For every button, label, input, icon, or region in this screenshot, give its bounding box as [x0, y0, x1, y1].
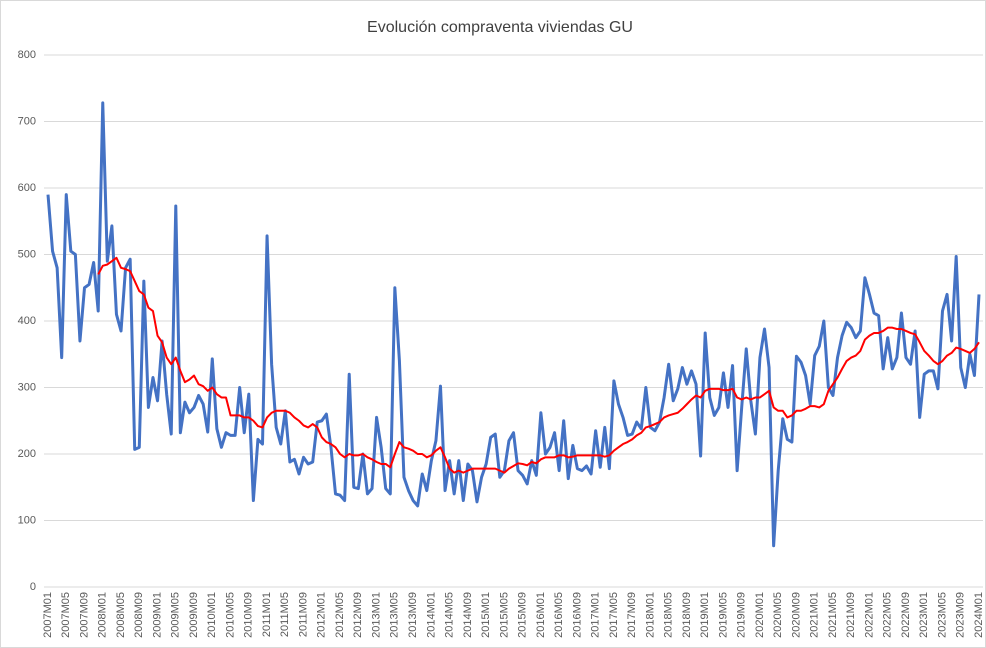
y-tick-label: 0: [30, 581, 36, 593]
x-tick-label: 2014M01: [425, 592, 437, 638]
x-tick-label: 2022M09: [900, 592, 912, 638]
x-tick-label: 2021M09: [845, 592, 857, 638]
x-tick-label: 2016M09: [571, 592, 583, 638]
x-tick-label: 2012M01: [316, 592, 328, 638]
x-tick-label: 2007M05: [60, 592, 72, 638]
x-tick-label: 2024M01: [973, 592, 985, 638]
x-tick-label: 2013M05: [389, 592, 401, 638]
x-tick-label: 2019M09: [736, 592, 748, 638]
x-tick-label: 2016M01: [535, 592, 547, 638]
x-tick-label: 2018M01: [644, 592, 656, 638]
x-tick-label: 2010M01: [206, 592, 218, 638]
series-line: [46, 101, 981, 548]
y-tick-label: 400: [18, 315, 36, 327]
x-tick-label: 2010M05: [224, 592, 236, 638]
x-tick-label: 2020M05: [772, 592, 784, 638]
x-tick-label: 2011M09: [297, 592, 309, 637]
x-tick-label: 2012M05: [334, 592, 346, 638]
x-tick-label: 2009M01: [151, 592, 163, 638]
x-tick-label: 2022M05: [882, 592, 894, 638]
y-tick-label: 800: [18, 49, 36, 61]
x-tick-label: 2019M05: [717, 592, 729, 638]
y-tick-label: 300: [18, 381, 36, 393]
x-tick-label: 2023M05: [936, 592, 948, 638]
x-tick-label: 2015M09: [517, 592, 529, 638]
x-tick-label: 2013M09: [407, 592, 419, 638]
x-tick-label: 2023M09: [955, 592, 967, 638]
x-tick-label: 2018M05: [663, 592, 675, 638]
x-tick-label: 2020M09: [790, 592, 802, 638]
x-tick-label: 2011M05: [279, 592, 291, 637]
x-tick-label: 2015M05: [498, 592, 510, 638]
x-tick-label: 2017M01: [590, 592, 602, 638]
x-tick-label: 2009M09: [188, 592, 200, 638]
x-tick-label: 2018M09: [681, 592, 693, 638]
y-tick-label: 700: [18, 115, 36, 127]
x-tick-label: 2023M01: [918, 592, 930, 638]
x-tick-label: 2008M09: [133, 592, 145, 638]
x-tick-label: 2011M01: [261, 592, 273, 637]
y-tick-label: 200: [18, 448, 36, 460]
x-tick-label: 2017M09: [626, 592, 638, 638]
y-tick-label: 100: [18, 514, 36, 526]
y-tick-label: 600: [18, 182, 36, 194]
x-tick-label: 2014M05: [444, 592, 456, 638]
x-tick-label: 2022M01: [863, 592, 875, 638]
x-tick-label: 2014M09: [462, 592, 474, 638]
x-tick-label: 2012M09: [352, 592, 364, 638]
x-tick-label: 2007M09: [78, 592, 90, 638]
chart-title: Evolución compraventa viviendas GU: [367, 19, 633, 36]
x-tick-label: 2021M01: [809, 592, 821, 638]
series-line: [97, 256, 980, 474]
x-tick-label: 2020M01: [754, 592, 766, 638]
x-tick-label: 2019M01: [699, 592, 711, 638]
x-tick-label: 2008M05: [115, 592, 127, 638]
x-tick-label: 2010M09: [243, 592, 255, 638]
x-tick-label: 2015M01: [480, 592, 492, 638]
x-tick-label: 2017M05: [608, 592, 620, 638]
x-tick-label: 2021M05: [827, 592, 839, 638]
x-tick-label: 2016M05: [553, 592, 565, 638]
x-tick-label: 2007M01: [42, 592, 54, 638]
y-tick-label: 500: [18, 248, 36, 260]
x-tick-label: 2013M01: [370, 592, 382, 638]
x-tick-label: 2008M01: [97, 592, 109, 638]
x-tick-label: 2009M05: [170, 592, 182, 638]
